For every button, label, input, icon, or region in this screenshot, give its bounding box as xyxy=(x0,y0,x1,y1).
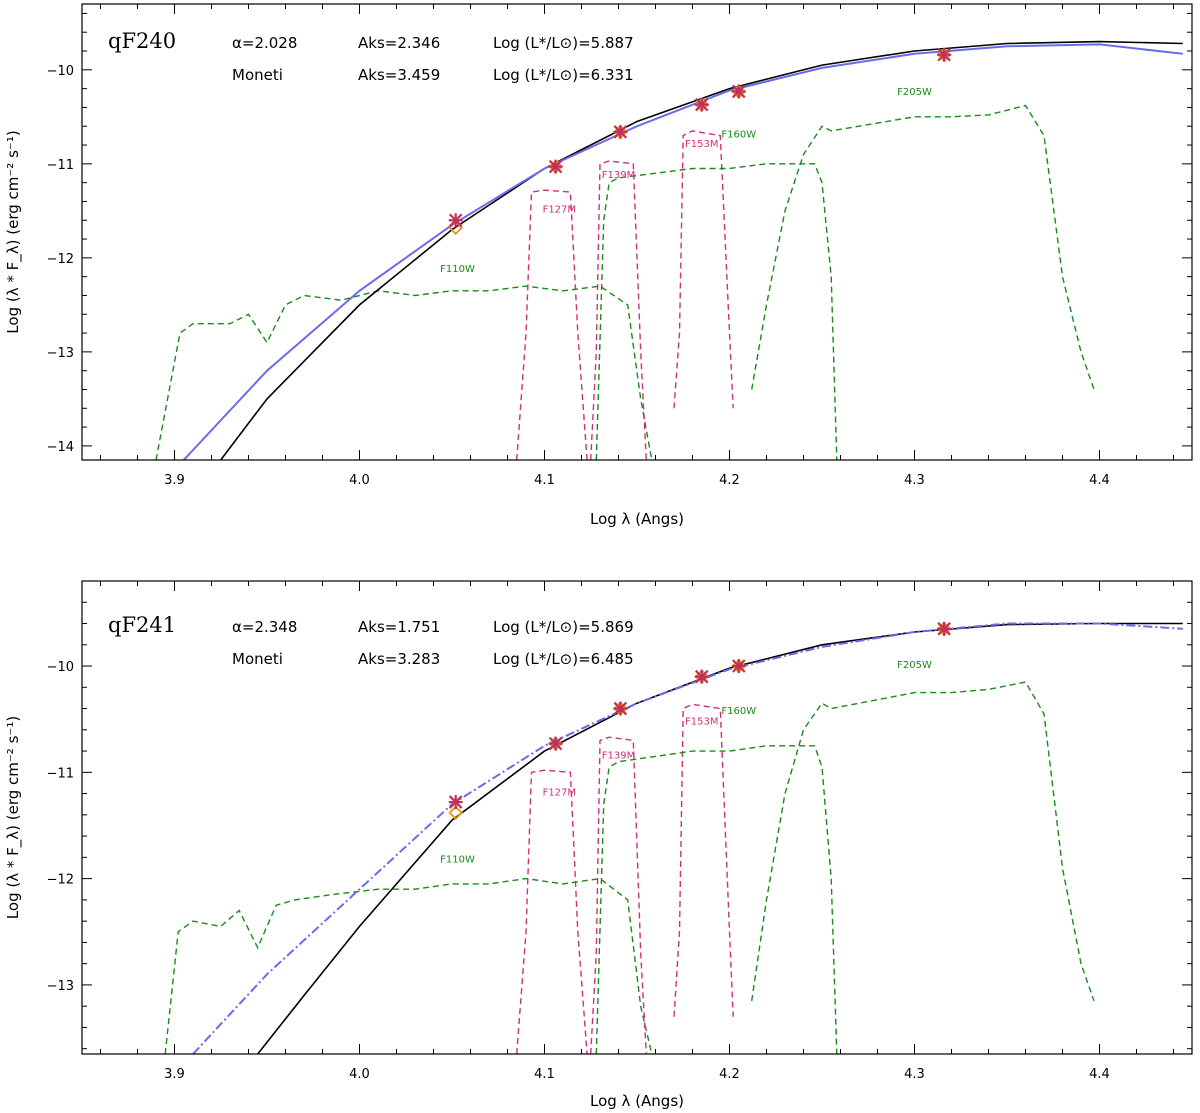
plot-frame xyxy=(81,3,1193,461)
x-tick-label: 4.0 xyxy=(349,473,370,488)
plot-area xyxy=(155,40,1183,460)
x-tick-label: 4.2 xyxy=(719,473,740,488)
plot-area xyxy=(164,622,1183,1054)
y-axis-label: Log (λ * F_λ) (erg cm⁻² s⁻¹) xyxy=(4,716,23,919)
filter-curve-f127m xyxy=(516,189,588,460)
filter-label-f205w: F205W xyxy=(897,660,932,671)
observed-photometry-marker xyxy=(731,84,746,99)
filter-curve-f160w xyxy=(595,745,838,1054)
y-tick-label: −14 xyxy=(47,440,74,455)
x-tick-label: 4.2 xyxy=(719,1067,740,1082)
logl-fit-value: Log (L*/L⊙)=5.869 xyxy=(493,618,634,636)
y-tick-label: −13 xyxy=(47,979,74,994)
filter-label-f110w: F110W xyxy=(440,855,475,866)
filter-curve-f139m xyxy=(590,736,647,1054)
filter-label-f127m: F127M xyxy=(543,788,576,799)
x-tick-label: 4.4 xyxy=(1089,1067,1110,1082)
filter-curve-f160w xyxy=(595,163,838,460)
logl-moneti-value: Log (L*/L⊙)=6.485 xyxy=(493,650,634,668)
plot-frame xyxy=(81,580,1193,1055)
aks-fit-value: Aks=2.346 xyxy=(358,34,440,52)
observed-photometry-marker xyxy=(937,621,952,636)
filter-curve-f153m xyxy=(673,703,734,1017)
source-name: Moneti xyxy=(232,650,283,668)
series-model-line xyxy=(257,622,1183,1054)
filter-curve-f110w xyxy=(164,877,653,1054)
x-tick-label: 4.3 xyxy=(904,1067,925,1082)
observed-photometry-marker xyxy=(548,159,563,174)
filter-label-f110w: F110W xyxy=(440,264,475,275)
observed-photometry-marker xyxy=(548,736,563,751)
filter-curve-f205w xyxy=(751,104,1095,390)
x-tick-label: 3.9 xyxy=(164,473,185,488)
y-tick-label: −12 xyxy=(47,252,74,267)
series-spectrum-line xyxy=(182,43,1183,460)
observed-photometry-marker xyxy=(694,97,709,112)
x-tick-label: 4.1 xyxy=(534,1067,555,1082)
filter-curve-f205w xyxy=(751,681,1095,1002)
filter-curve-f139m xyxy=(590,160,647,460)
alpha-value: α=2.028 xyxy=(232,34,297,52)
x-axis-label: Log λ (Angs) xyxy=(590,1092,684,1110)
filter-label-f205w: F205W xyxy=(897,87,932,98)
filter-label-f160w: F160W xyxy=(721,130,756,141)
filter-label-f139m: F139M xyxy=(602,751,635,762)
star-name: qF240 xyxy=(108,29,176,53)
aks-moneti-value: Aks=3.283 xyxy=(358,650,440,668)
observed-photometry-marker xyxy=(448,795,463,810)
source-name: Moneti xyxy=(232,66,283,84)
y-tick-label: −10 xyxy=(47,660,74,675)
aks-moneti-value: Aks=3.459 xyxy=(358,66,440,84)
observed-photometry-marker xyxy=(694,669,709,684)
x-tick-label: 4.3 xyxy=(904,473,925,488)
filter-label-f153m: F153M xyxy=(685,716,718,727)
y-tick-label: −11 xyxy=(47,158,74,173)
observed-photometry-marker xyxy=(731,659,746,674)
filter-label-f160w: F160W xyxy=(721,706,756,717)
series-model-line xyxy=(220,40,1183,460)
model-photometry-marker xyxy=(448,805,463,820)
x-tick-label: 3.9 xyxy=(164,1067,185,1082)
star-name: qF241 xyxy=(108,613,176,637)
observed-photometry-marker xyxy=(448,213,463,228)
y-tick-label: −13 xyxy=(47,346,74,361)
series-spectrum-line xyxy=(192,622,1183,1054)
filter-curve-f127m xyxy=(516,769,588,1054)
filter-label-f139m: F139M xyxy=(602,170,635,181)
x-tick-label: 4.0 xyxy=(349,1067,370,1082)
alpha-value: α=2.348 xyxy=(232,618,297,636)
filter-curve-f110w xyxy=(155,285,653,460)
x-tick-label: 4.1 xyxy=(534,473,555,488)
observed-photometry-marker xyxy=(613,124,628,139)
y-axis-label: Log (λ * F_λ) (erg cm⁻² s⁻¹) xyxy=(4,130,23,333)
x-axis-label: Log λ (Angs) xyxy=(590,510,684,528)
y-tick-label: −11 xyxy=(47,766,74,781)
aks-fit-value: Aks=1.751 xyxy=(358,618,440,636)
observed-photometry-marker xyxy=(613,701,628,716)
filter-curve-f153m xyxy=(673,130,734,409)
filter-label-f127m: F127M xyxy=(543,205,576,216)
x-tick-label: 4.4 xyxy=(1089,473,1110,488)
filter-label-f153m: F153M xyxy=(685,139,718,150)
observed-photometry-marker xyxy=(937,47,952,62)
logl-fit-value: Log (L*/L⊙)=5.887 xyxy=(493,34,634,52)
y-tick-label: −10 xyxy=(47,64,74,79)
y-tick-label: −12 xyxy=(47,873,74,888)
logl-moneti-value: Log (L*/L⊙)=6.331 xyxy=(493,66,634,84)
